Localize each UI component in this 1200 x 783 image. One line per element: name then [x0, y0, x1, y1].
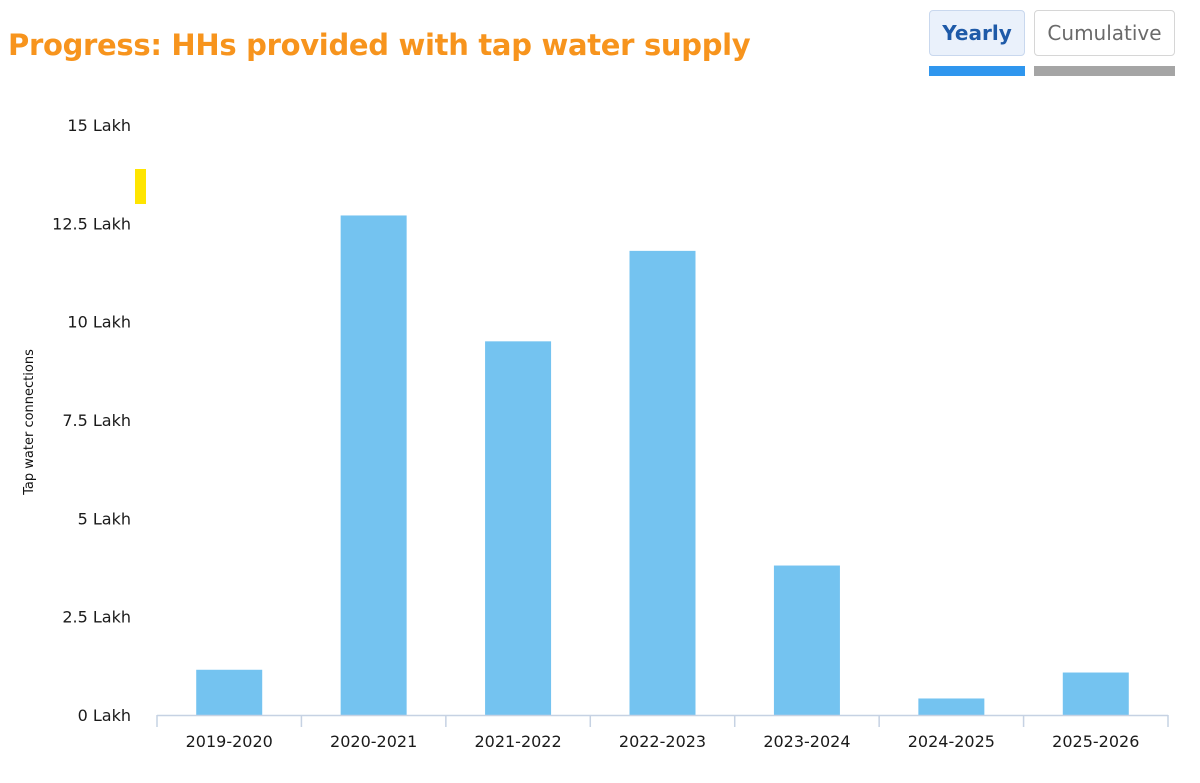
y-tick-label: 5 Lakh: [78, 509, 131, 528]
yearly-active-indicator: [929, 66, 1025, 76]
y-axis-label: Tap water connections: [22, 349, 37, 496]
page-title: Progress: HHs provided with tap water su…: [8, 28, 751, 62]
bar-2022-2023[interactable]: [629, 250, 696, 715]
x-tick-label: 2023-2024: [763, 732, 850, 751]
bar-2021-2022[interactable]: [485, 341, 552, 715]
y-tick-label: 2.5 Lakh: [62, 608, 131, 627]
bars: [196, 215, 1129, 715]
x-tick-label: 2020-2021: [330, 732, 417, 751]
bar-2019-2020[interactable]: [196, 669, 263, 715]
y-tick-label: 0 Lakh: [78, 706, 131, 725]
bar-2020-2021[interactable]: [340, 215, 407, 715]
cumulative-button[interactable]: Cumulative: [1034, 10, 1175, 56]
cumulative-indicator: [1034, 66, 1175, 76]
bar-2023-2024[interactable]: [773, 565, 840, 715]
y-tick-label: 7.5 Lakh: [62, 411, 131, 430]
y-axis-label-group: Tap water connections: [22, 349, 37, 496]
x-tick-label: 2024-2025: [908, 732, 995, 751]
y-tick-label: 12.5 Lakh: [52, 214, 131, 233]
x-axis: 2019-2020 2020-2021 2021-2022 2022-2023 2023…: [156, 714, 1169, 751]
bar-2024-2025[interactable]: [918, 698, 985, 715]
x-tick-label: 2021-2022: [474, 732, 561, 751]
yearly-button[interactable]: Yearly: [929, 10, 1025, 56]
x-tick-label: 2025-2026: [1052, 732, 1139, 751]
y-axis-ticks: 0 Lakh 2.5 Lakh 5 Lakh 7.5 Lakh 10 Lakh 12.5 …: [52, 116, 131, 725]
x-tick-label: 2019-2020: [186, 732, 273, 751]
y-tick-label: 15 Lakh: [67, 116, 131, 135]
y-tick-label: 10 Lakh: [67, 313, 131, 332]
x-tick-label: 2022-2023: [619, 732, 706, 751]
yellow-marker: [135, 169, 146, 204]
bar-2025-2026[interactable]: [1062, 672, 1129, 715]
